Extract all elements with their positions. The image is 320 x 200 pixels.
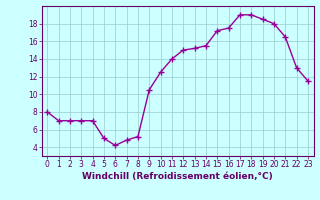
X-axis label: Windchill (Refroidissement éolien,°C): Windchill (Refroidissement éolien,°C) xyxy=(82,172,273,181)
